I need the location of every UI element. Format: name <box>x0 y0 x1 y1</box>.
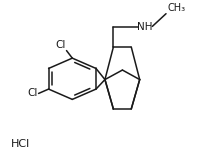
Text: NH: NH <box>137 22 153 32</box>
Text: Cl: Cl <box>55 40 66 50</box>
Text: Cl: Cl <box>27 88 38 98</box>
Text: HCl: HCl <box>11 139 31 149</box>
Text: CH₃: CH₃ <box>167 3 185 13</box>
